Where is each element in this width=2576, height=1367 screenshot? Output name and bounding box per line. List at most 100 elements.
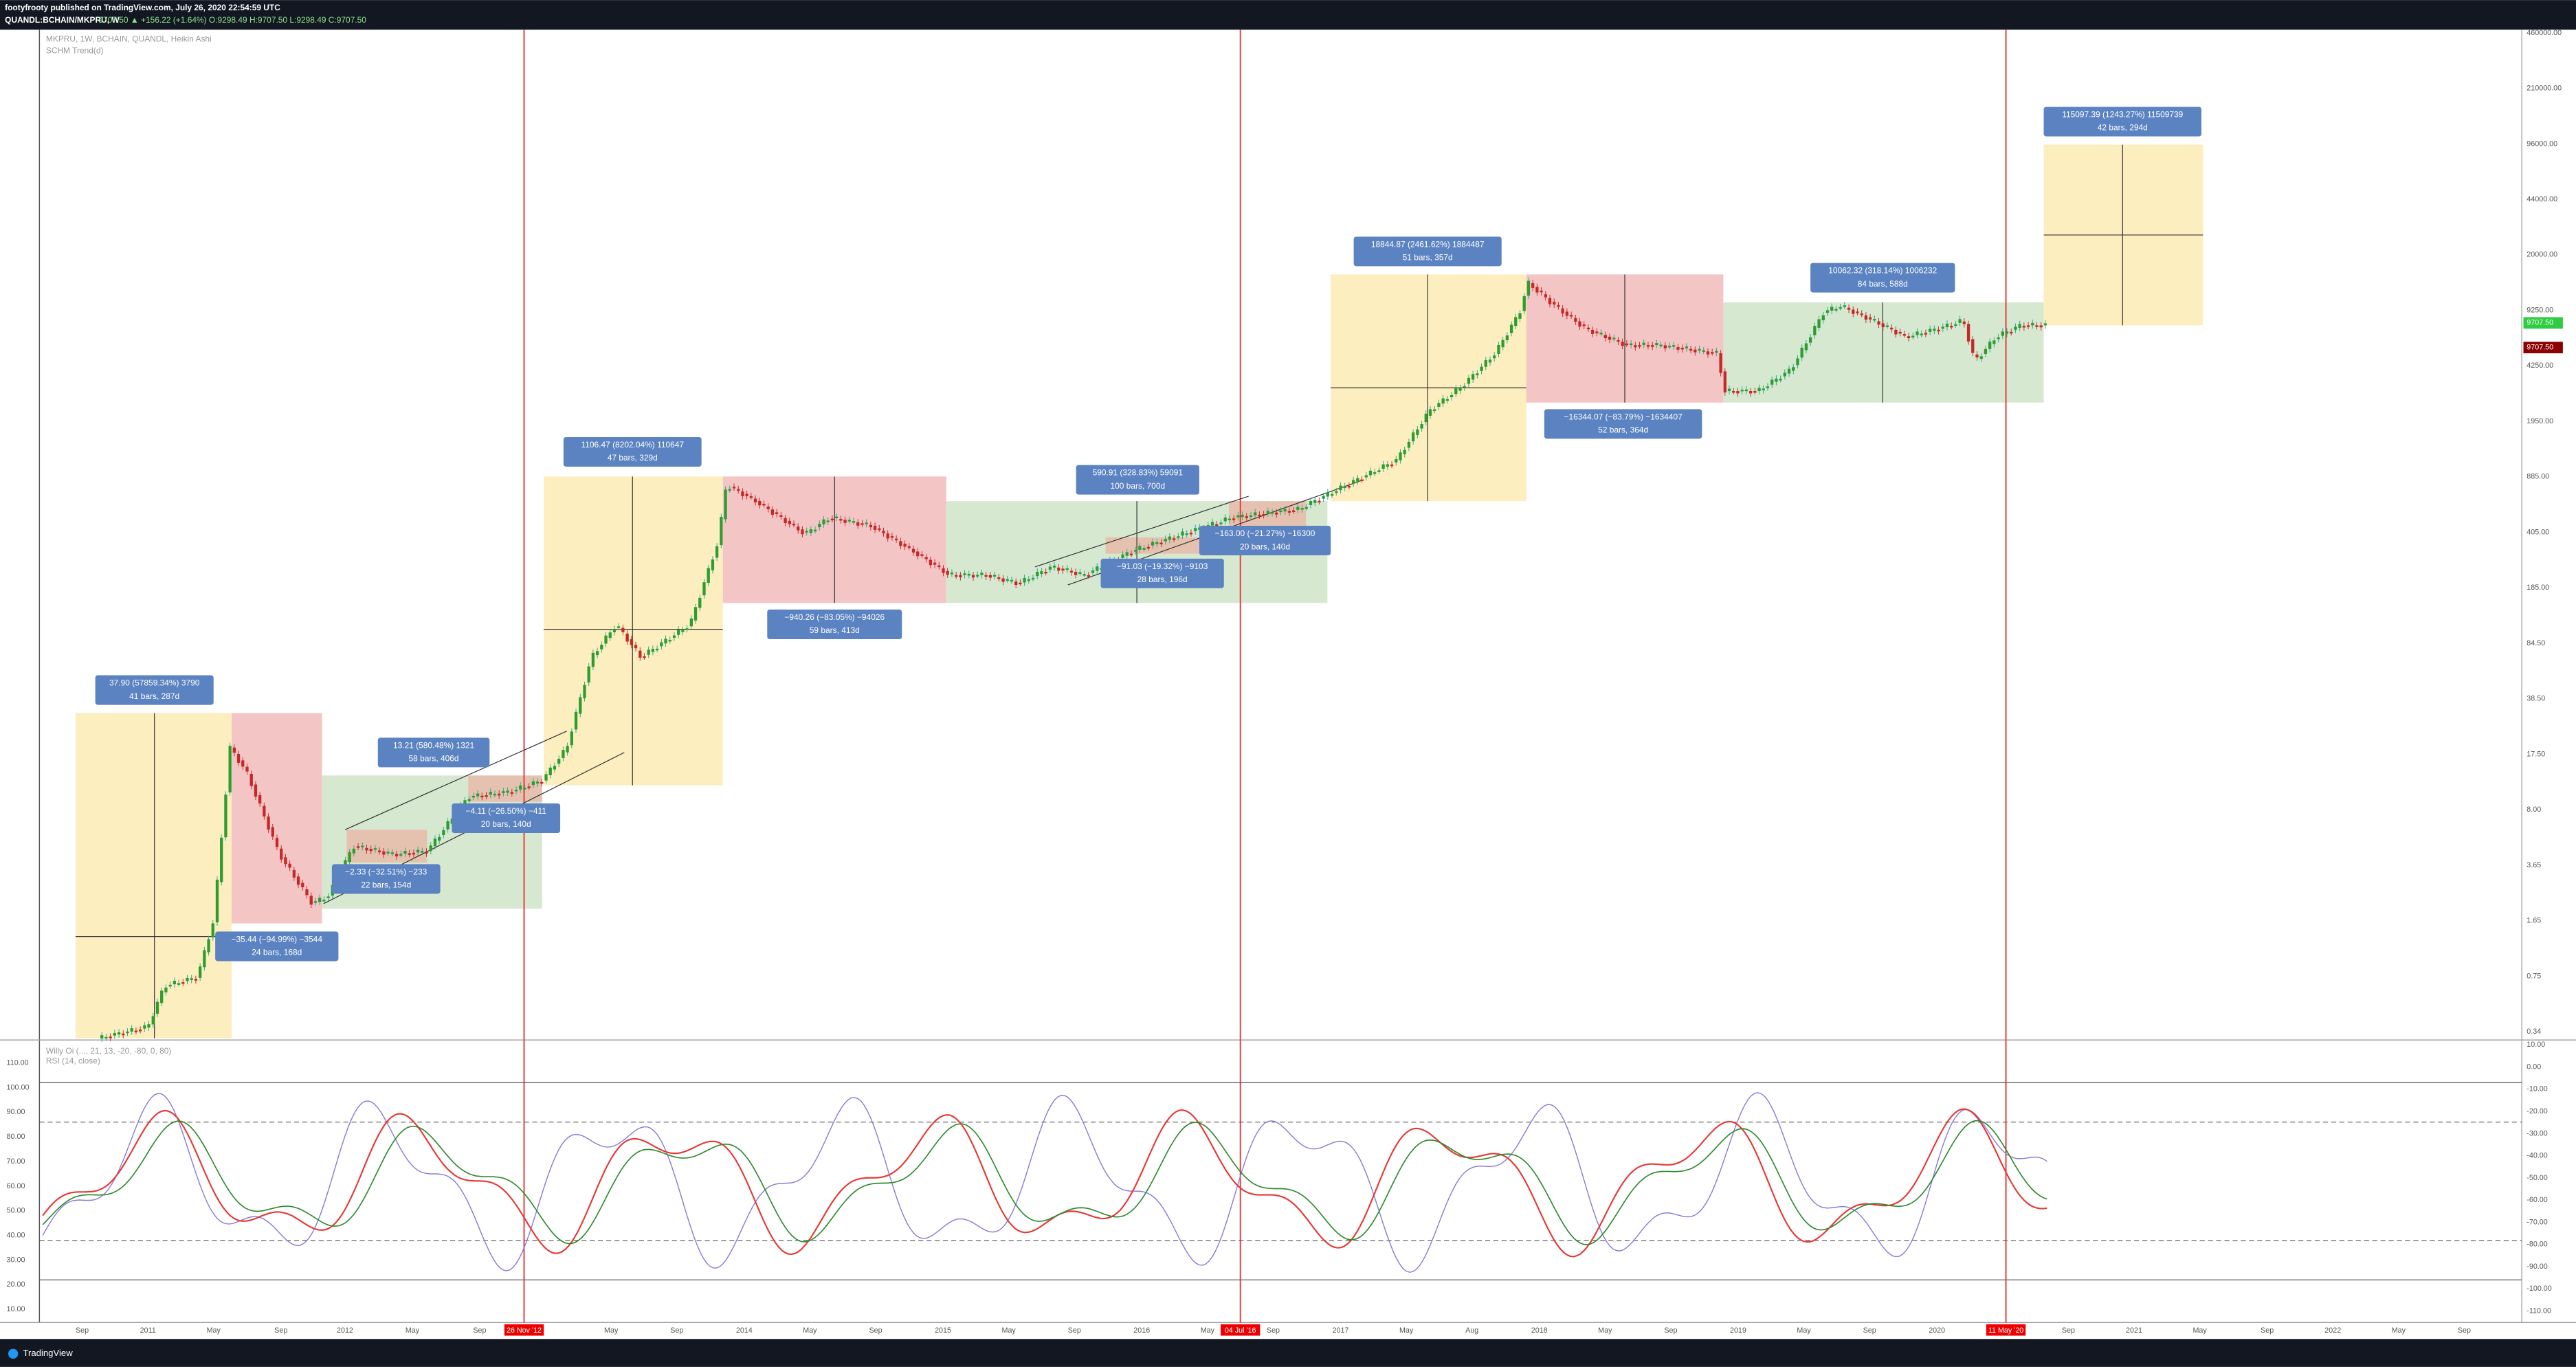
time-axis-label: 2021 bbox=[2126, 1326, 2142, 1335]
candle bbox=[190, 978, 193, 980]
candle bbox=[1146, 546, 1150, 549]
candle bbox=[1522, 296, 1526, 311]
time-axis-label: 2011 bbox=[140, 1326, 156, 1335]
price-axis-label: 0.75 bbox=[2527, 972, 2541, 980]
candle bbox=[1830, 307, 1834, 311]
indicator-left-label: 10.00 bbox=[7, 1305, 25, 1313]
measure-bars: 42 bars, 294d bbox=[2098, 123, 2148, 133]
candle bbox=[1010, 579, 1014, 582]
candle bbox=[753, 498, 757, 502]
candle bbox=[1061, 568, 1065, 571]
candle bbox=[1241, 515, 1244, 518]
candle bbox=[762, 504, 766, 506]
candle bbox=[583, 685, 586, 698]
candle bbox=[1048, 566, 1052, 570]
candle bbox=[1279, 510, 1283, 513]
candle bbox=[843, 520, 847, 523]
time-axis-label: May bbox=[2392, 1326, 2406, 1335]
candle bbox=[1920, 333, 1923, 335]
candle bbox=[1245, 516, 1248, 518]
candle bbox=[1651, 345, 1654, 347]
candle bbox=[1467, 377, 1471, 384]
candle bbox=[1014, 581, 1018, 586]
candle bbox=[168, 984, 172, 987]
candle bbox=[2039, 325, 2043, 328]
candle bbox=[1249, 515, 1253, 518]
candle bbox=[604, 635, 608, 644]
candle bbox=[412, 852, 416, 855]
price-axis-label: 84.50 bbox=[2527, 639, 2545, 647]
candle bbox=[1796, 358, 1799, 366]
time-axis-label: 2019 bbox=[1730, 1326, 1746, 1335]
candle bbox=[2035, 325, 2039, 327]
measure-change: −91.03 (−19.32%) −9103 bbox=[1117, 562, 1208, 571]
candle bbox=[1557, 305, 1560, 307]
candle bbox=[232, 747, 236, 753]
trend-line bbox=[344, 731, 567, 830]
candle bbox=[1629, 343, 1633, 346]
candle bbox=[390, 852, 394, 854]
candle bbox=[1069, 570, 1074, 573]
candle bbox=[600, 645, 603, 649]
candle bbox=[1121, 554, 1124, 558]
candle bbox=[408, 853, 411, 855]
candle bbox=[1586, 327, 1590, 330]
candle bbox=[284, 857, 287, 865]
candle bbox=[625, 633, 629, 642]
candle bbox=[894, 538, 898, 541]
measure-change: −4.11 (−26.50%) −411 bbox=[466, 806, 547, 816]
candle bbox=[869, 524, 873, 528]
measure-box bbox=[452, 803, 561, 834]
measure-box bbox=[1810, 263, 1955, 293]
candle bbox=[1928, 329, 1932, 332]
candle bbox=[1757, 388, 1761, 392]
indicator-right-label: -50.00 bbox=[2527, 1174, 2548, 1182]
candle bbox=[395, 854, 399, 857]
candle bbox=[1437, 403, 1441, 407]
candle bbox=[655, 648, 659, 651]
candle bbox=[1706, 351, 1710, 355]
candle bbox=[1074, 572, 1078, 575]
candle bbox=[937, 565, 941, 568]
measure-bars: 47 bars, 329d bbox=[608, 453, 658, 463]
candle bbox=[1129, 553, 1133, 556]
symbol: QUANDL:BCHAIN/MKPRU, W bbox=[5, 15, 120, 25]
time-axis-label: 2020 bbox=[1929, 1326, 1945, 1335]
candle bbox=[245, 766, 249, 772]
candle bbox=[1283, 509, 1287, 512]
candle bbox=[288, 863, 291, 868]
candle bbox=[1168, 536, 1172, 540]
candle bbox=[720, 516, 723, 546]
indicator-right-label: -10.00 bbox=[2527, 1085, 2548, 1093]
measure-box bbox=[331, 864, 441, 894]
candle bbox=[1800, 347, 1803, 358]
candle bbox=[224, 794, 227, 838]
candle bbox=[177, 983, 181, 985]
trend-line bbox=[1034, 496, 1249, 568]
candle bbox=[117, 1032, 121, 1035]
measure-box bbox=[2043, 107, 2202, 137]
candle bbox=[946, 570, 949, 575]
candle bbox=[903, 544, 907, 547]
measure-box bbox=[1199, 526, 1331, 556]
candle bbox=[1360, 479, 1364, 482]
candle bbox=[1185, 533, 1188, 535]
candle bbox=[104, 1036, 108, 1039]
time-axis-label: 2022 bbox=[2324, 1326, 2341, 1335]
candle bbox=[1569, 315, 1573, 317]
indicator-left-label: 90.00 bbox=[7, 1108, 25, 1116]
price-axis-label: 38.50 bbox=[2527, 695, 2545, 703]
candle bbox=[698, 597, 702, 608]
candle bbox=[1228, 518, 1232, 520]
candle bbox=[617, 626, 621, 628]
candle bbox=[1847, 307, 1851, 310]
long-box bbox=[75, 713, 232, 1038]
candle bbox=[352, 848, 356, 854]
time-axis-label: May bbox=[1598, 1326, 1612, 1335]
price-axis-label: 44000.00 bbox=[2527, 195, 2557, 203]
measure-box bbox=[215, 931, 339, 962]
candle bbox=[198, 966, 202, 978]
time-axis-label: May bbox=[2192, 1326, 2207, 1335]
time-axis-label: Aug bbox=[1465, 1326, 1478, 1335]
candle bbox=[608, 632, 612, 638]
